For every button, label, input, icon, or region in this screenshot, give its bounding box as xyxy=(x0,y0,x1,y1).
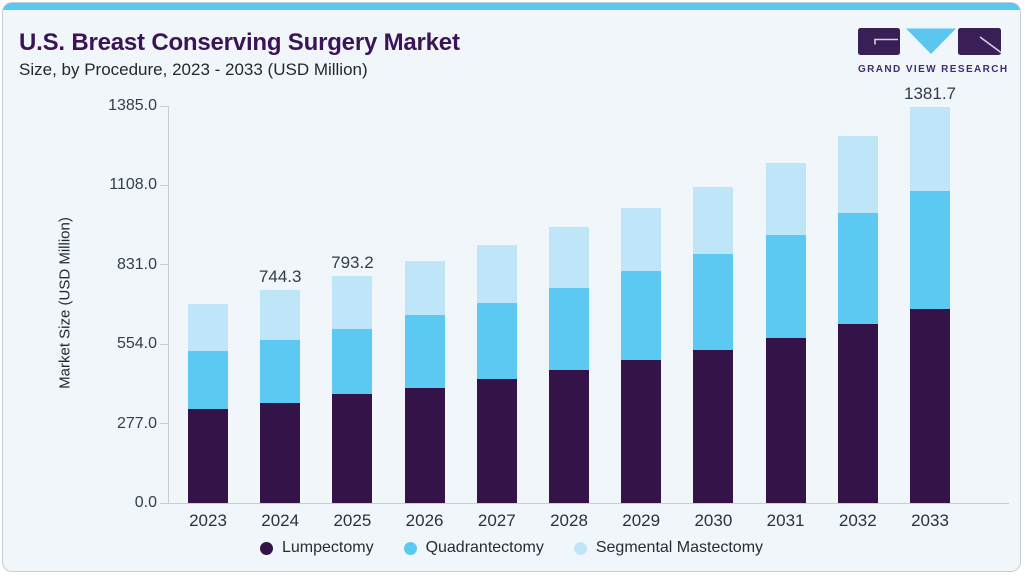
bar-2030-segment-quadrantectomy xyxy=(693,254,734,351)
bar-2025-segment-quadrantectomy xyxy=(332,328,373,395)
y-tick-label: 1385.0 xyxy=(108,97,157,114)
x-tick-label-2023: 2023 xyxy=(189,511,227,530)
plot-area: 0.0 277.0 554.0 831.0 1108.0 1385.0 2023 744.3 2… xyxy=(108,84,1009,530)
y-axis-title: Market Size (USD Million) xyxy=(56,217,74,389)
chart-legend: Lumpectomy Quadrantectomy Segmental Mastec… xyxy=(3,539,1020,557)
bar-total-label-2033: 1381.7 xyxy=(904,83,956,103)
x-tick-label-2029: 2029 xyxy=(622,511,661,530)
x-tick-label-2031: 2031 xyxy=(766,511,805,530)
bar-2030-segment-lumpectomy xyxy=(693,350,734,503)
bar-2027-segment-lumpectomy xyxy=(476,378,517,503)
x-tick-label-2028: 2028 xyxy=(550,511,588,530)
bar-2032-segment-segmental-mastectomy xyxy=(837,136,878,214)
legend-label-quadrantectomy: Quadrantectomy xyxy=(425,539,544,556)
x-tick-label-2032: 2032 xyxy=(838,511,877,530)
bar-2023-segment-lumpectomy xyxy=(188,408,228,503)
y-tick-mark xyxy=(160,423,169,425)
bar-2025-segment-segmental-mastectomy xyxy=(332,275,373,329)
y-tick-mark xyxy=(160,264,169,266)
legend-item-lumpectomy: Lumpectomy xyxy=(259,539,374,557)
bar-2032-segment-lumpectomy xyxy=(837,324,878,503)
bar-2023-segment-segmental-mastectomy xyxy=(188,304,228,351)
bar-2024-segment-quadrantectomy xyxy=(260,340,301,403)
bar-2024-segment-segmental-mastectomy xyxy=(260,289,301,341)
y-tick-mark xyxy=(160,105,169,107)
legend-swatch-lumpectomy-icon xyxy=(259,541,273,555)
top-accent-strip xyxy=(3,3,1020,10)
bar-2027-segment-quadrantectomy xyxy=(476,302,517,379)
y-tick-mark xyxy=(160,502,169,504)
bar-total-label-2024: 744.3 xyxy=(258,266,302,286)
legend-item-quadrantectomy: Quadrantectomy xyxy=(403,539,544,557)
x-tick-label-2026: 2026 xyxy=(405,511,444,530)
y-tick-label: 1108.0 xyxy=(109,176,157,194)
x-tick-label-2027: 2027 xyxy=(477,511,516,530)
bar-2033-segment-quadrantectomy xyxy=(910,190,950,310)
bar-2033-segment-lumpectomy xyxy=(910,309,950,503)
bar-2028-segment-segmental-mastectomy xyxy=(549,226,589,288)
x-tick-label-2024: 2024 xyxy=(261,511,300,530)
y-tick-label: 277.0 xyxy=(116,414,157,432)
page-title: U.S. Breast Conserving Surgery Market xyxy=(19,29,460,56)
bar-2028-segment-lumpectomy xyxy=(549,369,589,503)
legend-swatch-quadrantectomy-icon xyxy=(403,541,417,555)
bar-2031-segment-quadrantectomy xyxy=(765,235,806,339)
legend-label-lumpectomy: Lumpectomy xyxy=(281,539,374,556)
x-tick-label-2025: 2025 xyxy=(333,511,372,530)
bar-2030-segment-segmental-mastectomy xyxy=(693,186,734,255)
x-tick-label-2033: 2033 xyxy=(911,511,949,530)
bar-2026-segment-lumpectomy xyxy=(404,387,445,503)
y-tick-label: 831.0 xyxy=(116,255,157,273)
x-tick-label-2030: 2030 xyxy=(694,511,733,530)
bar-2024-segment-lumpectomy xyxy=(260,402,301,503)
y-tick-mark xyxy=(160,343,169,345)
y-tick-label: 0.0 xyxy=(134,494,157,511)
bar-2029-segment-segmental-mastectomy xyxy=(621,207,662,272)
bar-2029-segment-quadrantectomy xyxy=(621,271,662,360)
bar-2031-segment-segmental-mastectomy xyxy=(765,162,806,236)
legend-item-segmental-mastectomy: Segmental Mastectomy xyxy=(573,539,764,557)
bar-2026-segment-quadrantectomy xyxy=(404,315,445,388)
bar-2033-segment-segmental-mastectomy xyxy=(910,106,950,191)
bar-2028-segment-quadrantectomy xyxy=(549,287,589,370)
page-subtitle: Size, by Procedure, 2023 - 2033 (USD Mil… xyxy=(19,60,368,79)
bar-2027-segment-segmental-mastectomy xyxy=(476,244,517,303)
bar-2025-segment-lumpectomy xyxy=(332,394,373,503)
y-tick-mark xyxy=(160,184,169,186)
gvr-logo-icon xyxy=(858,28,1002,55)
grand-view-research-logo: GRAND VIEW RESEARCH xyxy=(858,28,1009,75)
y-tick-label: 554.0 xyxy=(116,335,157,353)
bar-2031-segment-lumpectomy xyxy=(765,338,806,503)
bar-total-label-2025: 793.2 xyxy=(331,252,374,272)
legend-label-segmental-mastectomy: Segmental Mastectomy xyxy=(595,539,764,556)
bar-2032-segment-quadrantectomy xyxy=(837,213,878,325)
bar-2026-segment-segmental-mastectomy xyxy=(404,260,445,316)
logo-wordmark: GRAND VIEW RESEARCH xyxy=(858,64,1009,75)
bar-2029-segment-lumpectomy xyxy=(621,359,662,503)
bar-2023-segment-quadrantectomy xyxy=(188,350,228,409)
legend-swatch-segmental-mastectomy-icon xyxy=(573,541,587,555)
